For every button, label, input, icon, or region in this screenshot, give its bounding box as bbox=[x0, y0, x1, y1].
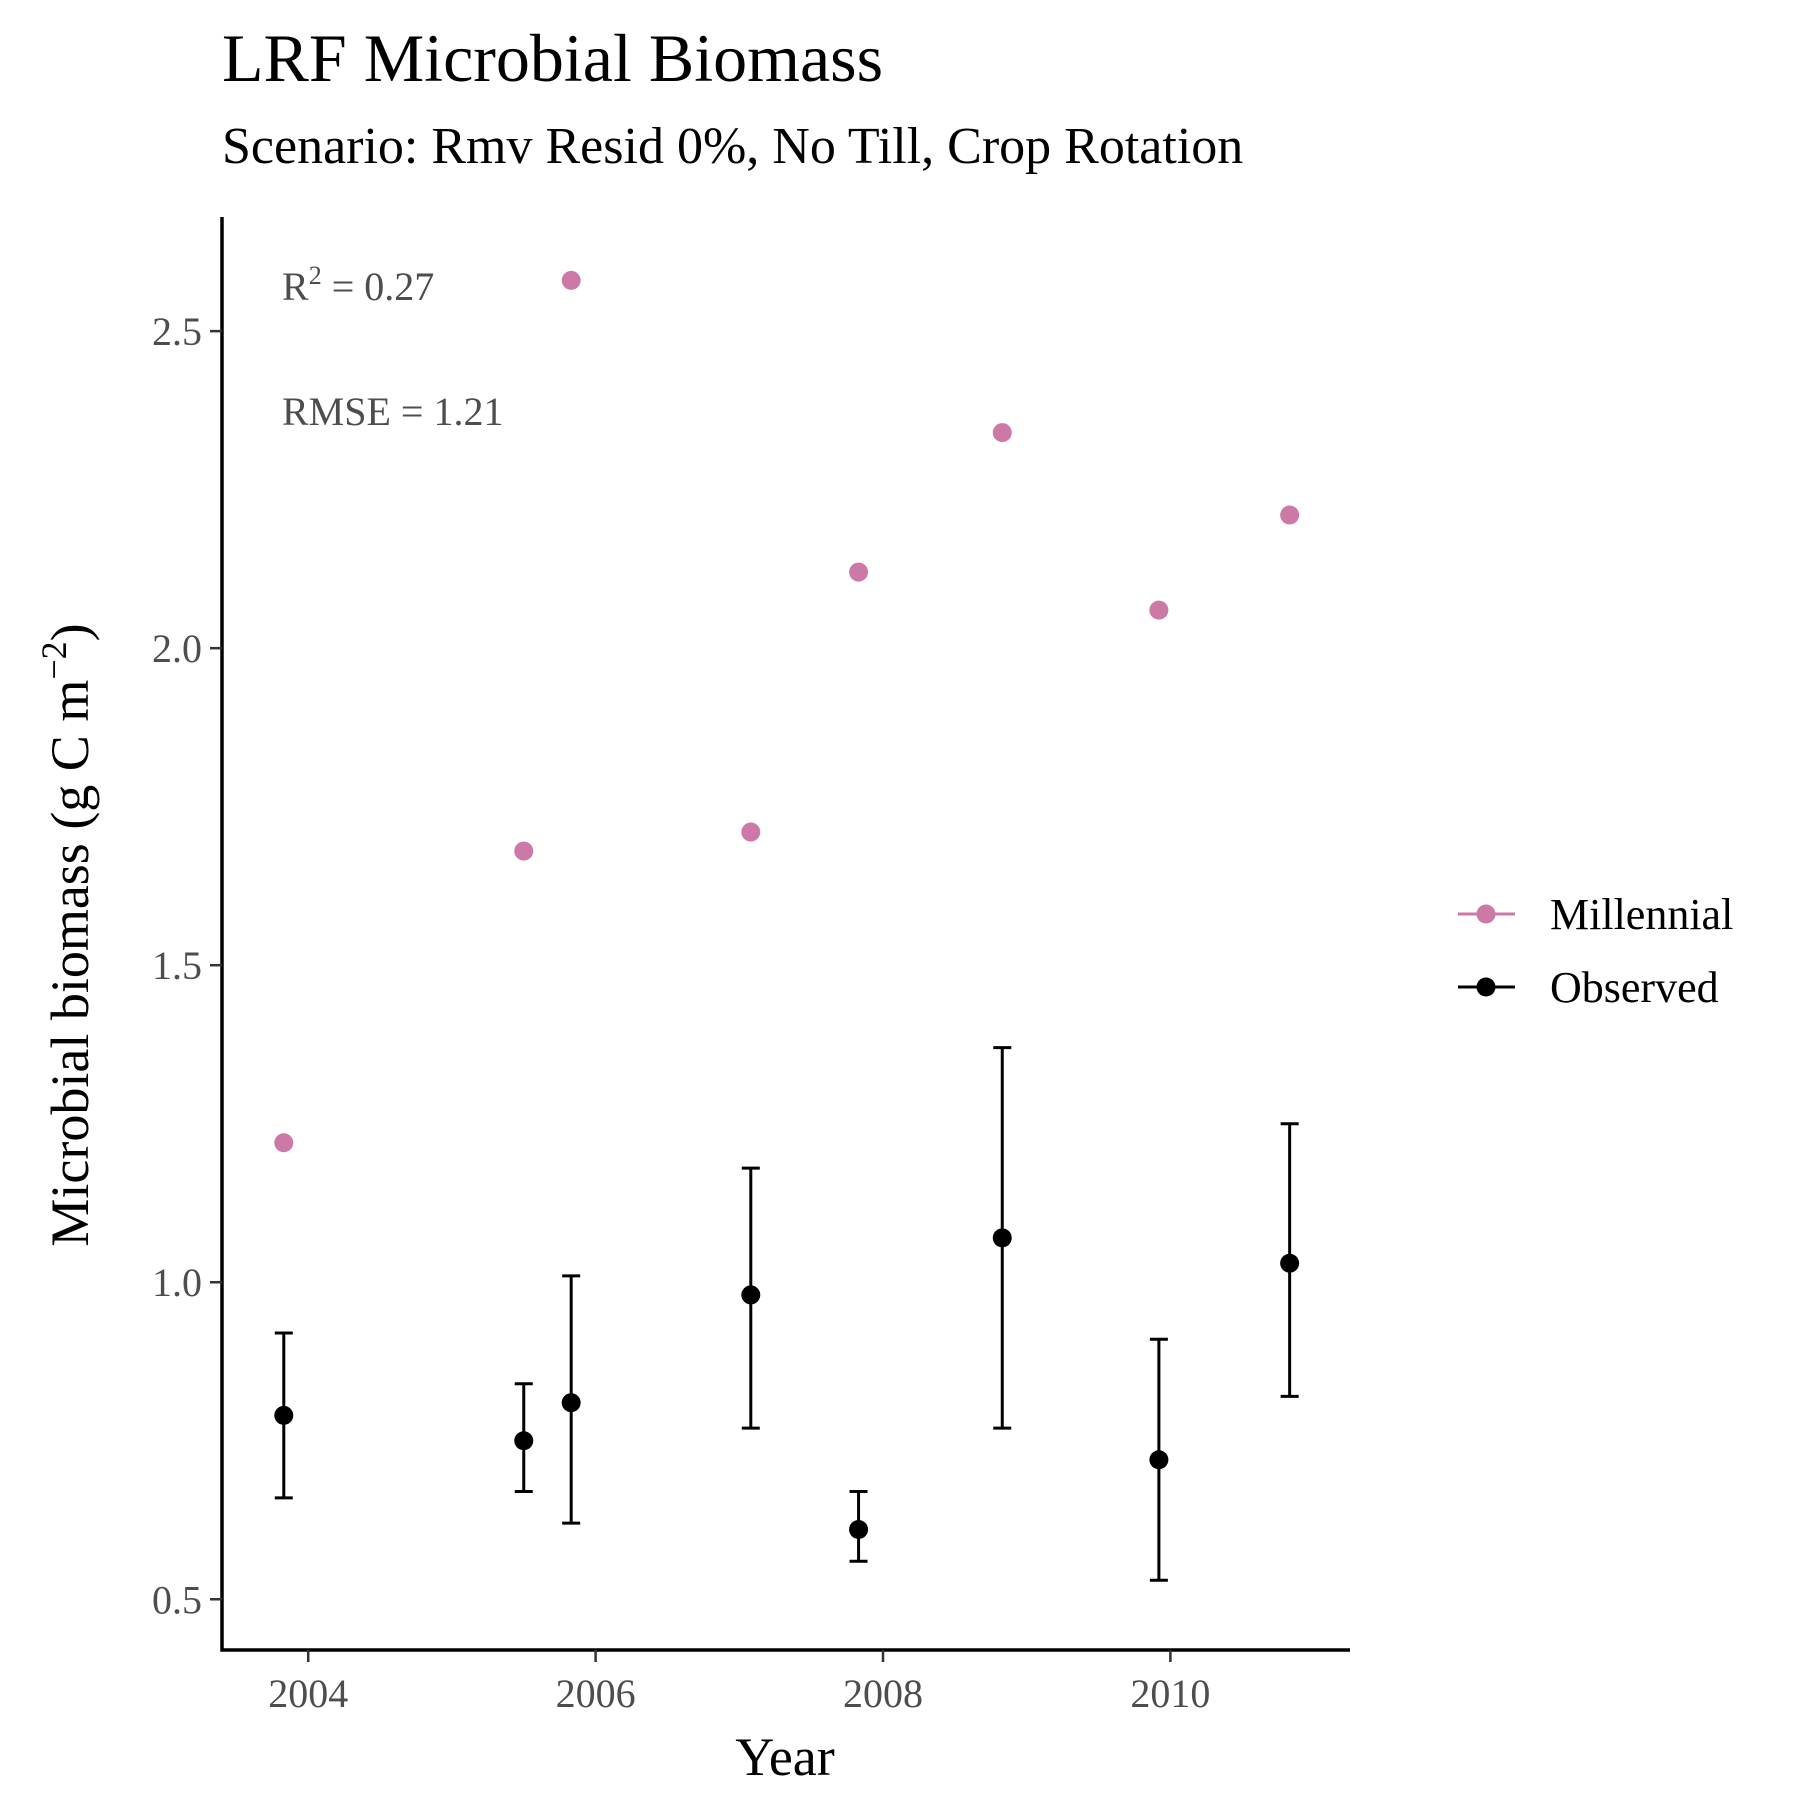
millennial-point bbox=[741, 822, 761, 842]
legend-key-point-millennial bbox=[1476, 904, 1496, 924]
legend-key-point-observed bbox=[1476, 977, 1496, 997]
millennial-point bbox=[1149, 600, 1169, 620]
y-tick-label: 0.5 bbox=[152, 1577, 202, 1622]
observed-point bbox=[1149, 1450, 1169, 1470]
x-tick-label: 2004 bbox=[268, 1671, 348, 1716]
observed-point bbox=[561, 1393, 581, 1413]
observed-point bbox=[992, 1228, 1012, 1248]
observed-point bbox=[849, 1520, 869, 1540]
chart-subtitle: Scenario: Rmv Resid 0%, No Till, Crop Ro… bbox=[222, 118, 1244, 175]
r2-annotation: R2 = 0.27 bbox=[282, 261, 434, 309]
y-tick-label: 2.0 bbox=[152, 626, 202, 671]
marks-layer bbox=[274, 270, 1300, 1582]
y-axis-title: Microbial biomass (g C m−2) bbox=[34, 623, 100, 1246]
r2-prefix: R bbox=[282, 264, 309, 309]
millennial-point bbox=[274, 1133, 294, 1153]
y-tick-label: 1.5 bbox=[152, 943, 202, 988]
annotation-layer: R2 = 0.27 RMSE = 1.21 bbox=[282, 261, 503, 434]
y-tick-label: 2.5 bbox=[152, 309, 202, 354]
y-axis-title-sup: −2 bbox=[34, 641, 74, 679]
millennial-point bbox=[514, 841, 534, 861]
observed-point bbox=[741, 1285, 761, 1305]
x-tick-label: 2008 bbox=[843, 1671, 923, 1716]
x-tick-label: 2010 bbox=[1130, 1671, 1210, 1716]
legend-label-millennial: Millennial bbox=[1550, 890, 1733, 939]
observed-point bbox=[1280, 1253, 1300, 1273]
r2-value: = 0.27 bbox=[322, 264, 435, 309]
chart-title: LRF Microbial Biomass bbox=[222, 20, 884, 96]
millennial-point bbox=[849, 562, 869, 582]
legend-label-observed: Observed bbox=[1550, 963, 1719, 1012]
r2-superscript: 2 bbox=[309, 261, 322, 290]
millennial-point bbox=[992, 423, 1012, 443]
axes-layer: 0.5 1.0 1.5 2.0 2.5 2004 2006 2008 2010 bbox=[152, 217, 1350, 1716]
y-axis-title-main: Microbial biomass (g C m bbox=[40, 680, 100, 1247]
y-tick-label: 1.0 bbox=[152, 1260, 202, 1305]
legend: Millennial Observed bbox=[1458, 890, 1733, 1012]
x-axis-title: Year bbox=[735, 1727, 835, 1787]
observed-point bbox=[514, 1431, 534, 1451]
y-axis-title-close: ) bbox=[40, 623, 100, 641]
millennial-point bbox=[1280, 505, 1300, 525]
rmse-annotation: RMSE = 1.21 bbox=[282, 389, 503, 434]
millennial-point bbox=[561, 270, 581, 290]
x-tick-label: 2006 bbox=[556, 1671, 636, 1716]
observed-point bbox=[274, 1405, 294, 1425]
